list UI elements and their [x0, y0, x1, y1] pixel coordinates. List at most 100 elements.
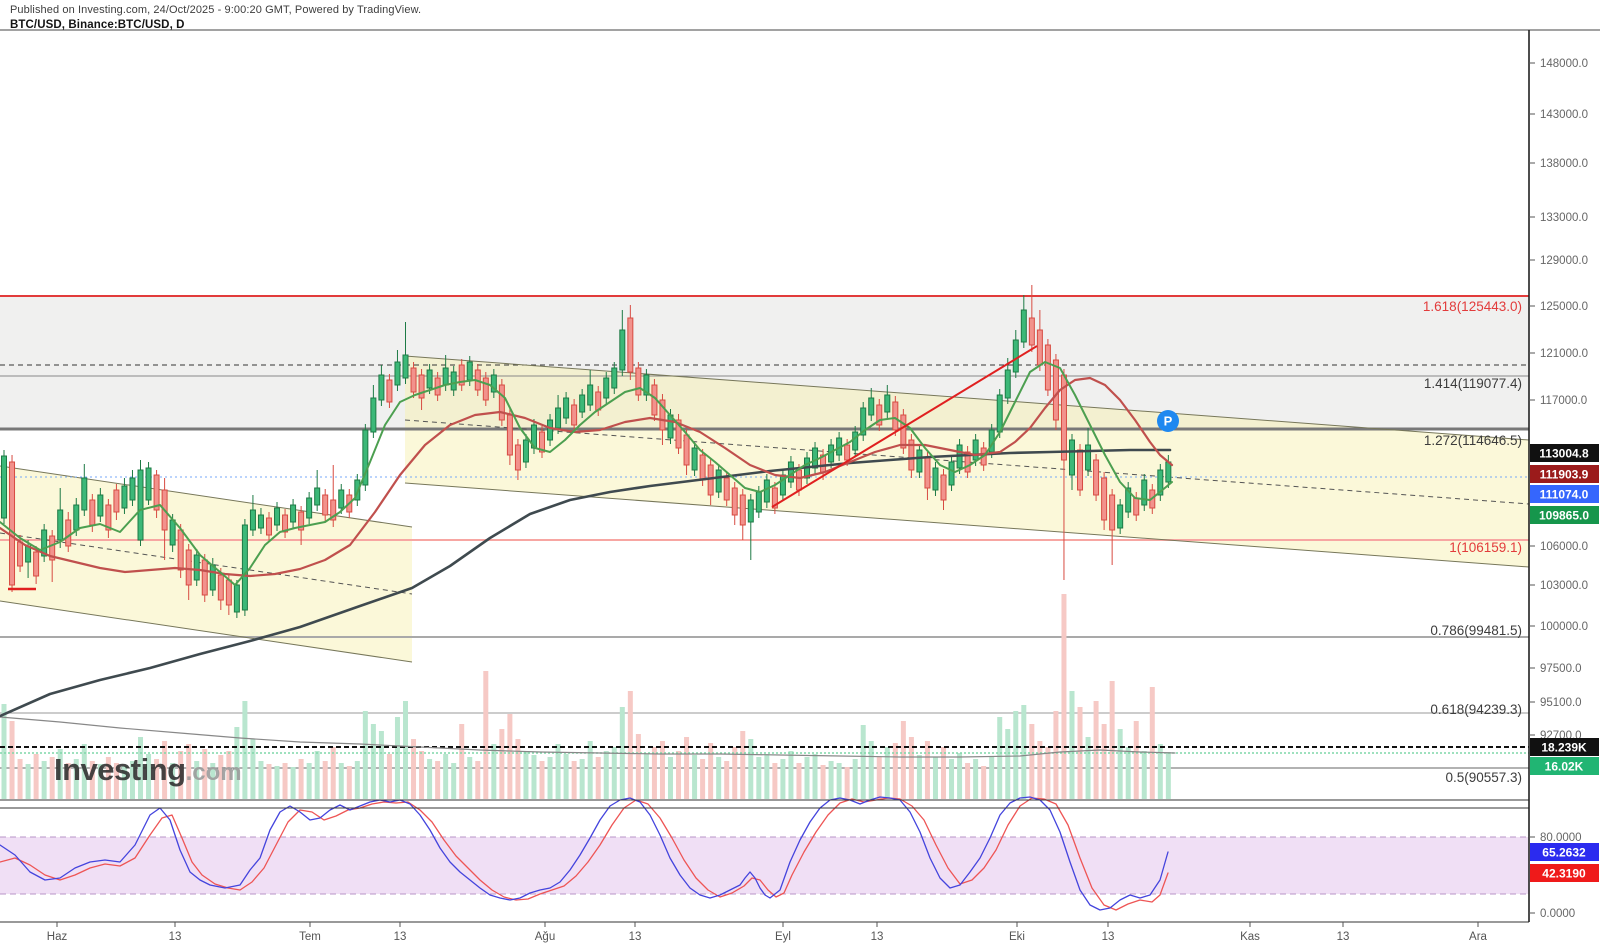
- volume-bar: [1013, 711, 1019, 799]
- ma-fast-line: [0, 361, 1173, 586]
- volume-bar: [1149, 687, 1155, 799]
- candle-body: [217, 574, 224, 601]
- investing-logo: Investing.com: [54, 752, 242, 788]
- volume-bar: [105, 757, 111, 799]
- price-badge-label: 65.2632: [1542, 846, 1586, 860]
- candle-body: [97, 494, 104, 517]
- volume-bar: [539, 761, 545, 799]
- volume-bar: [804, 757, 810, 799]
- volume-bar: [162, 741, 168, 799]
- volume-bar: [852, 759, 858, 799]
- candle-body: [595, 391, 602, 411]
- volume-bar: [17, 759, 23, 799]
- price-badge: [1530, 506, 1599, 524]
- candle-body: [1, 455, 7, 519]
- volume-bar: [756, 757, 762, 799]
- volume-bar: [924, 741, 930, 799]
- candle-body: [852, 431, 859, 451]
- volume-bar: [667, 757, 673, 799]
- candle-body: [587, 384, 594, 406]
- candle-body: [812, 447, 819, 469]
- candle-body: [571, 404, 578, 426]
- volume-bar: [65, 763, 71, 799]
- volume-bar: [194, 761, 200, 799]
- candle-body: [1157, 469, 1164, 496]
- publish-marker-label: P: [1164, 414, 1173, 429]
- publish-marker-circle[interactable]: [1157, 410, 1179, 432]
- candle-body: [659, 399, 666, 431]
- volume-bar: [531, 755, 537, 799]
- candle-body: [201, 559, 208, 596]
- x-axis-label: 13: [1102, 931, 1115, 943]
- volume-bar: [138, 737, 144, 799]
- price-badge-label: 16.02K: [1545, 760, 1584, 774]
- volume-bar: [507, 714, 513, 799]
- candle-body: [1125, 487, 1132, 513]
- volume-bar: [491, 744, 497, 799]
- candle-body: [731, 487, 738, 516]
- price-badge-label: 111074.0: [1540, 488, 1589, 502]
- y-axis-label: 125000.0: [1540, 301, 1588, 313]
- publish-marker[interactable]: P: [1157, 410, 1179, 432]
- candle-body: [9, 461, 16, 586]
- volume-bar: [121, 766, 127, 799]
- volume-bar: [57, 749, 63, 799]
- volume-bar: [973, 759, 979, 799]
- volume-bar: [635, 734, 641, 799]
- candle-body: [932, 467, 939, 491]
- volume-bar: [354, 761, 360, 799]
- candle-body: [1077, 449, 1084, 491]
- volume-bar: [876, 757, 882, 799]
- candle-body: [57, 509, 64, 541]
- time-axis-scale[interactable]: [0, 922, 1529, 949]
- channel-left-bottom-line: [0, 600, 413, 663]
- candle-body: [900, 414, 907, 449]
- channel-right-bottom-line: [404, 482, 1530, 568]
- volume-bar: [965, 763, 971, 799]
- candle-body: [65, 519, 72, 547]
- y-axis-label: 103000.0: [1540, 580, 1588, 592]
- volume-bar: [868, 741, 874, 799]
- candle-body: [386, 379, 393, 403]
- volume-bar: [603, 751, 609, 799]
- candle-body: [892, 401, 899, 431]
- volume-bar: [9, 721, 15, 799]
- candle-body: [466, 361, 473, 381]
- volume-bar: [1037, 741, 1043, 799]
- candle-body: [908, 439, 915, 471]
- x-axis-label: Haz: [47, 931, 68, 943]
- volume-bar: [403, 701, 408, 799]
- volume-bar: [338, 763, 344, 799]
- volume-bar: [475, 761, 481, 799]
- candle-body: [868, 397, 875, 416]
- volume-bar: [828, 761, 834, 799]
- candle-body: [145, 467, 152, 501]
- candle-body: [442, 367, 449, 386]
- price-badge-label: 42.3190: [1542, 867, 1586, 881]
- publish-attribution: Published on Investing.com, 24/Oct/2025 …: [10, 4, 422, 16]
- volume-bar: [459, 724, 465, 799]
- fib-band-fill: [0, 296, 1529, 429]
- candle-body: [370, 397, 377, 433]
- volume-bar: [820, 765, 826, 799]
- candle-body: [964, 451, 971, 473]
- fib-level-label: 1.618(125443.0): [1423, 299, 1522, 314]
- candle-body: [1093, 459, 1100, 496]
- candle-body: [402, 354, 409, 379]
- candle-body: [338, 489, 345, 509]
- volume-bar: [362, 711, 368, 799]
- candle-body: [25, 545, 32, 563]
- candle-body: [274, 507, 281, 526]
- volume-bar: [796, 763, 802, 799]
- volume-bar: [202, 749, 208, 799]
- candle-body: [290, 504, 297, 523]
- volume-bar: [226, 751, 232, 799]
- candle-body: [1028, 317, 1035, 346]
- candle-body: [619, 329, 626, 371]
- candle-body: [129, 477, 136, 501]
- candle-body: [81, 477, 88, 511]
- volume-bar: [981, 766, 987, 799]
- candle-body: [1020, 309, 1027, 343]
- volume-bar: [932, 757, 938, 799]
